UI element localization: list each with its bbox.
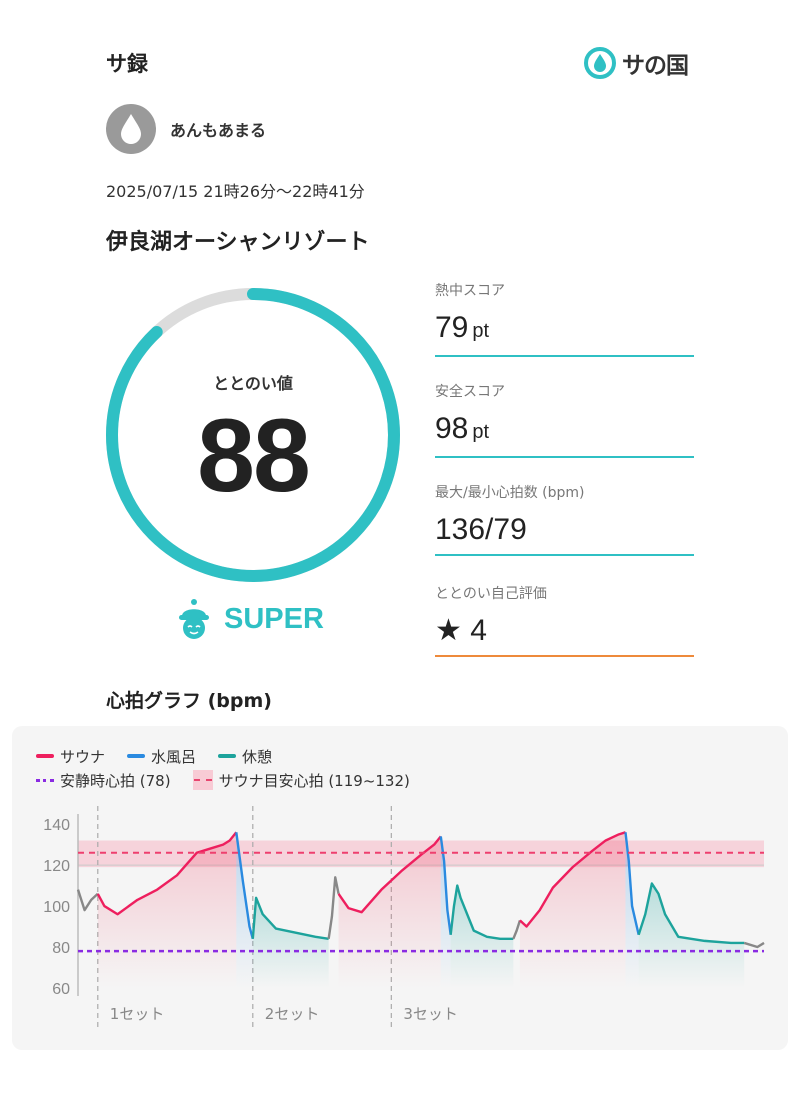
y-tick-label: 100: [43, 899, 70, 916]
sauna-area: [97, 832, 237, 988]
stat-value: 79 pt: [435, 311, 490, 344]
stat-divider: [435, 456, 694, 458]
stat-divider: [435, 355, 694, 357]
rest-line: [449, 884, 514, 941]
facility-name[interactable]: 伊良湖オーシャンリゾート: [106, 230, 370, 255]
other-line: [327, 876, 340, 940]
gauge-value: 88: [197, 398, 311, 514]
stat-value: 136/79: [435, 513, 527, 546]
sauna-line: [519, 831, 626, 928]
stat-safety-score: 安全スコア 98 pt: [435, 381, 694, 458]
cold-line: [624, 832, 640, 936]
totonoi-gauge: [106, 288, 400, 582]
cold-line: [439, 836, 452, 935]
drop-logo-icon: [584, 47, 616, 79]
stat-value: 98 pt: [435, 412, 490, 445]
set-label: 2セット: [265, 1005, 320, 1023]
session-datetime: 2025/07/15 21時26分〜22時41分: [106, 182, 365, 201]
stat-label: 最大/最小心拍数 (bpm): [435, 485, 585, 501]
page-title: サ録: [106, 52, 148, 76]
other-line: [512, 920, 522, 940]
other-line: [743, 941, 765, 949]
stat-divider: [435, 655, 694, 657]
stat-label: 熱中スコア: [435, 283, 505, 299]
heart-rate-chart: サウナ 水風呂 休憩 安静時心拍 (78) サウナ目安心拍 (119~132) …: [12, 726, 788, 1050]
other-line: [76, 889, 99, 912]
legend-rest: 休憩: [218, 746, 272, 767]
stat-divider: [435, 554, 694, 556]
rest-area: [638, 883, 745, 988]
rank-label: SUPER: [224, 602, 324, 635]
chart-legend: サウナ 水風呂 休憩 安静時心拍 (78) サウナ目安心拍 (119~132): [36, 744, 410, 792]
rank-badge: SUPER: [176, 598, 324, 640]
sauna-line: [96, 831, 238, 916]
stat-self-rating: ととのい自己評価 ★ 4: [435, 583, 694, 657]
stat-heart-rate: 最大/最小心拍数 (bpm) 136/79: [435, 482, 694, 556]
set-label: 3セット: [403, 1005, 458, 1023]
brand-name: サの国: [622, 53, 689, 79]
gauge-arc: [106, 288, 400, 582]
stat-heat-score: 熱中スコア 79 pt: [435, 280, 694, 357]
drop-icon: [121, 114, 141, 144]
user-info[interactable]: あんもあまる: [106, 104, 266, 154]
legend-cold: 水風呂: [127, 746, 196, 767]
y-tick-label: 80: [52, 940, 70, 957]
sauna-line: [337, 835, 442, 914]
user-name[interactable]: あんもあまる: [170, 121, 267, 140]
heart-graph-title: 心拍グラフ (bpm): [106, 690, 272, 712]
legend-resting-hr: 安静時心拍 (78): [36, 770, 171, 791]
rest-area: [450, 885, 514, 988]
stat-value: ★ 4: [435, 614, 487, 647]
sauna-hat-icon: [179, 599, 209, 639]
rest-line: [251, 896, 329, 941]
set-label: 1セット: [110, 1005, 165, 1023]
y-tick-label: 60: [52, 981, 70, 998]
sauna-area: [519, 832, 626, 988]
stat-label: ととのい自己評価: [435, 586, 547, 602]
stat-label: 安全スコア: [435, 384, 505, 400]
brand-logo: サの国: [584, 46, 689, 80]
legend-sauna-target: サウナ目安心拍 (119~132): [192, 770, 410, 791]
heart-rate-plot: 140 120 100 80 60 1セット 2セット 3セット: [43, 806, 765, 1028]
y-tick-label: 120: [43, 858, 70, 875]
rest-area: [252, 897, 329, 988]
cold-line: [235, 832, 254, 940]
y-tick-label: 140: [43, 817, 70, 834]
legend-sauna: サウナ: [36, 746, 105, 767]
rest-line: [637, 882, 745, 945]
gauge-label: ととのい値: [213, 374, 293, 393]
avatar[interactable]: [106, 104, 156, 154]
